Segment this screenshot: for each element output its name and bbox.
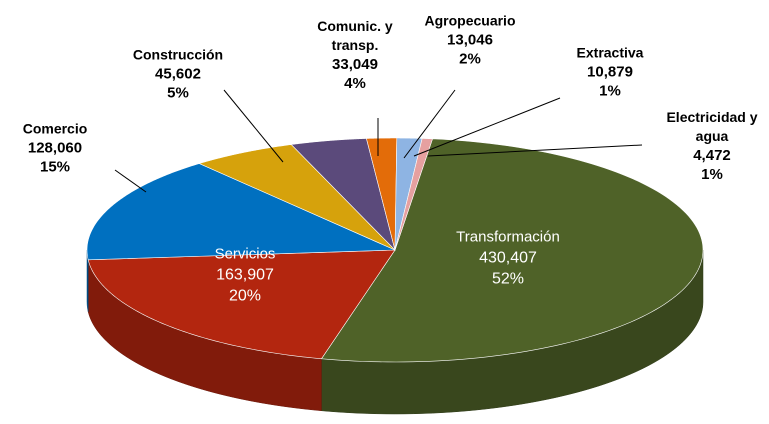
percent-label: 20% (228, 287, 262, 305)
slice (87, 249, 396, 360)
data-label: Agropecuario 13,046 2% (410, 12, 530, 69)
data-label: Transformación 430,407 52% (438, 227, 578, 290)
category-label: Comunic. y transp. (317, 18, 393, 53)
value-label: 163,907 (216, 266, 274, 284)
category-label: Extractiva (576, 44, 644, 61)
leader-line (403, 89, 456, 159)
data-label: Construcción 45,602 5% (118, 46, 238, 103)
percent-label: 5% (167, 84, 189, 102)
data-label: Comercio 128,060 15% (0, 120, 115, 177)
category-label: Agropecuario (424, 12, 516, 29)
data-label: Electricidad y agua 4,472 1% (652, 108, 769, 184)
leader-line (427, 144, 643, 157)
category-label: Servicios (214, 245, 276, 263)
category-label: Comercio (22, 120, 88, 137)
percent-label: 1% (599, 82, 621, 100)
leader-line (114, 169, 147, 193)
value-label: 13,046 (447, 31, 493, 49)
value-label: 10,879 (587, 63, 633, 81)
category-label: Construcción (132, 46, 224, 63)
slice (394, 138, 433, 251)
value-label: 33,049 (332, 56, 378, 73)
category-label: Electricidad y agua (666, 109, 758, 144)
slice (320, 138, 704, 363)
leader-line (413, 97, 561, 157)
percent-label: 15% (39, 158, 71, 176)
leader-line (223, 89, 284, 163)
data-label: Comunic. y transp. 33,049 4% (295, 17, 415, 93)
data-label: Servicios 163,907 20% (175, 244, 315, 307)
percent-label: 2% (459, 50, 481, 68)
value-label: 128,060 (27, 139, 83, 157)
slice (86, 163, 396, 261)
slice (198, 144, 396, 251)
percent-label: 1% (701, 166, 723, 183)
data-label: Extractiva 10,879 1% (550, 44, 670, 101)
value-label: 4,472 (693, 147, 731, 164)
percent-label: 4% (344, 75, 366, 92)
slice (366, 137, 398, 251)
category-label: Transformación (456, 228, 560, 246)
slice (290, 138, 396, 252)
percent-label: 52% (491, 270, 525, 288)
value-label: 45,602 (155, 65, 201, 83)
value-label: 430,407 (479, 249, 537, 267)
